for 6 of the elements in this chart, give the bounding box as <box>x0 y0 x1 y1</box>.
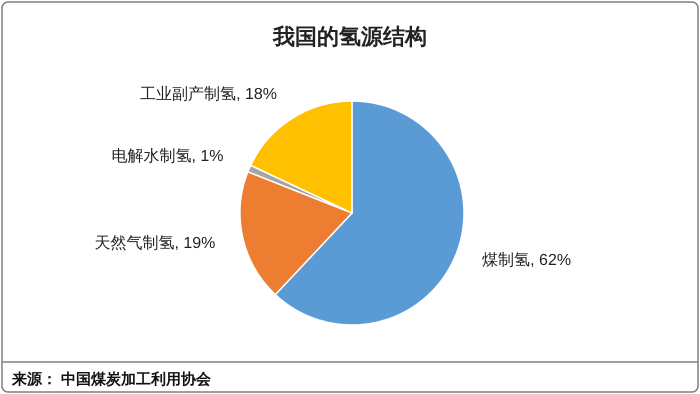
source-note: 来源： 中国煤炭加工利用协会 <box>11 371 212 388</box>
chart-title: 我国的氢源结构 <box>272 24 427 49</box>
煤制氢: 煤制氢, 62% <box>482 250 572 271</box>
工业副产制氢: 工业副产制氢, 18% <box>140 84 277 105</box>
电解水制氢: 电解水制氢, 1% <box>112 147 224 168</box>
天然气制氢: 天然气制氢, 19% <box>94 234 216 254</box>
